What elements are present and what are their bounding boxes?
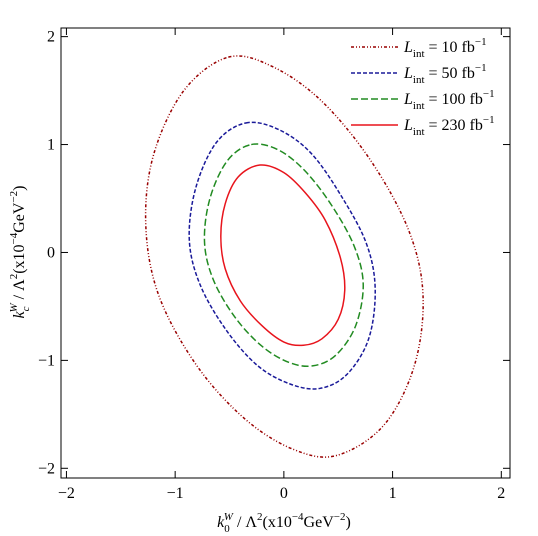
label-part: GeV bbox=[11, 202, 28, 233]
label-part: L bbox=[403, 91, 413, 108]
label-part: −1 bbox=[475, 62, 487, 74]
legend-label: Lint = 50 fb−1 bbox=[403, 62, 487, 86]
label-part: 2 bbox=[257, 511, 263, 523]
label-part: = 100 fb bbox=[425, 91, 483, 108]
label-part: ) bbox=[11, 185, 28, 190]
label-part: −2 bbox=[8, 191, 20, 203]
label-part: −1 bbox=[475, 36, 487, 48]
label-part: int bbox=[413, 126, 425, 138]
label-part: (x10 bbox=[263, 514, 292, 531]
label-part: −1 bbox=[483, 114, 495, 126]
label-part: −2 bbox=[334, 511, 346, 523]
label-part: 0 bbox=[224, 523, 230, 535]
label-part: / Λ bbox=[233, 514, 257, 531]
contour-line bbox=[203, 143, 364, 368]
x-tick-label: −2 bbox=[58, 485, 75, 502]
y-tick-label: 0 bbox=[47, 244, 55, 261]
y-tick-label: 1 bbox=[47, 137, 55, 154]
label-part: k bbox=[11, 311, 28, 319]
label-part: L bbox=[403, 117, 413, 134]
label-part: W bbox=[224, 511, 234, 523]
label-part: −4 bbox=[292, 511, 304, 523]
x-tick-label: 1 bbox=[389, 485, 397, 502]
label-part: / Λ bbox=[11, 279, 28, 303]
label-part: ) bbox=[345, 514, 350, 531]
label-part: int bbox=[413, 74, 425, 86]
y-tick-label: −1 bbox=[38, 352, 55, 369]
y-axis-label: kcW / Λ2(x10−4GeV−2) bbox=[8, 185, 32, 318]
label-part: int bbox=[413, 100, 425, 112]
y-tick-label: 2 bbox=[47, 29, 55, 46]
label-part: = 230 fb bbox=[425, 117, 483, 134]
label-part: L bbox=[403, 39, 413, 56]
label-part: 2 bbox=[8, 274, 20, 280]
plot-frame bbox=[60, 27, 511, 479]
label-part: W bbox=[8, 303, 20, 313]
x-axis-label: k0W / Λ2(x10−4GeV−2) bbox=[217, 511, 351, 535]
contour-line bbox=[144, 55, 424, 458]
x-tick-label: 0 bbox=[280, 485, 288, 502]
contour-line bbox=[188, 121, 376, 390]
label-part: −4 bbox=[8, 232, 20, 244]
label-part: = 50 fb bbox=[425, 65, 475, 82]
label-part: = 10 fb bbox=[425, 39, 475, 56]
legend-label: Lint = 230 fb−1 bbox=[403, 114, 495, 138]
label-part: (x10 bbox=[11, 244, 28, 273]
y-tick-label: −2 bbox=[38, 460, 55, 477]
x-tick-label: −1 bbox=[167, 485, 184, 502]
label-part: k bbox=[217, 514, 225, 531]
legend-label: Lint = 10 fb−1 bbox=[403, 36, 487, 60]
label-part: int bbox=[413, 48, 425, 60]
label-part: −1 bbox=[483, 88, 495, 100]
x-tick-label: 2 bbox=[497, 485, 505, 502]
label-part: GeV bbox=[304, 514, 335, 531]
label-part: L bbox=[403, 65, 413, 82]
legend-label: Lint = 100 fb−1 bbox=[403, 88, 495, 112]
label-part: c bbox=[20, 306, 32, 311]
contour-line bbox=[220, 164, 346, 347]
